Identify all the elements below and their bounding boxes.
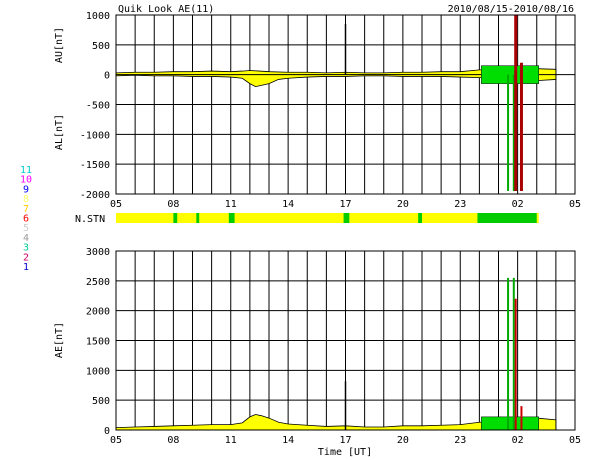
y-tick-label: -2000: [80, 190, 110, 201]
x-tick-label: 05: [569, 435, 581, 446]
station-count-strip: N.STN: [75, 213, 539, 225]
disturbance-green-area: [481, 416, 539, 431]
x-tick-label: 05: [569, 199, 581, 210]
y-tick-label: 0: [104, 426, 110, 437]
y-tick-label: 3000: [86, 247, 110, 258]
station-strip-base: [116, 213, 539, 223]
station-strip-label: N.STN: [75, 214, 105, 225]
station-strip-segment: [418, 213, 422, 223]
y-tick-label: 1000: [86, 11, 110, 22]
x-axis-label: Time [UT]: [318, 447, 372, 458]
y-tick-label: 500: [92, 41, 110, 52]
x-tick-label: 14: [282, 199, 294, 210]
legend-label: 6: [23, 214, 29, 225]
legend-label: 8: [23, 194, 29, 205]
legend-label: 11: [20, 165, 32, 176]
station-strip-segment: [343, 213, 350, 223]
y-axis-label-au: AU[nT]: [54, 27, 65, 63]
x-tick-label: 11: [225, 435, 237, 446]
y-tick-label: 1500: [86, 337, 110, 348]
x-tick-label: 05: [110, 199, 122, 210]
y-tick-label: 2000: [86, 307, 110, 318]
disturbance-green-area: [481, 65, 539, 84]
x-tick-label: 23: [454, 435, 466, 446]
legend-label: 1: [23, 262, 29, 273]
x-tick-label: 02: [512, 199, 524, 210]
legend-label: 4: [23, 233, 29, 244]
x-tick-label: 11: [225, 199, 237, 210]
legend-label: 7: [23, 204, 29, 215]
x-tick-label: 08: [167, 435, 179, 446]
y-tick-label: 2500: [86, 277, 110, 288]
x-tick-label: 20: [397, 435, 409, 446]
legend-label: 10: [20, 175, 32, 186]
x-tick-label: 20: [397, 199, 409, 210]
y-tick-label: 0: [104, 71, 110, 82]
x-tick-label: 14: [282, 435, 294, 446]
legend-label: 3: [23, 243, 29, 254]
y-tick-label: -500: [86, 101, 110, 112]
y-axis-label-ae: AE[nT]: [54, 322, 65, 358]
station-strip-segment: [477, 213, 537, 223]
x-tick-label: 17: [339, 199, 351, 210]
x-tick-label: 23: [454, 199, 466, 210]
x-tick-label: 02: [512, 435, 524, 446]
y-tick-label: -1500: [80, 160, 110, 171]
y-axis-label-al: AL[nT]: [54, 114, 65, 150]
station-strip-segment: [228, 213, 235, 223]
legend-label: 9: [23, 184, 29, 195]
panel-frame: [115, 250, 576, 431]
station-strip-segment: [196, 213, 200, 223]
legend-label: 2: [23, 252, 29, 263]
y-tick-label: -1000: [80, 130, 110, 141]
y-tick-label: 500: [92, 396, 110, 407]
y-tick-label: 1000: [86, 366, 110, 377]
chart-title: Quik Look AE(11): [118, 4, 214, 15]
station-strip-segment: [173, 213, 178, 223]
panel-frame: [115, 14, 576, 195]
legend-label: 5: [23, 223, 29, 234]
x-tick-label: 08: [167, 199, 179, 210]
x-tick-label: 17: [339, 435, 351, 446]
date-range: 2010/08/15-2010/08/16: [448, 4, 574, 15]
x-tick-label: 05: [110, 435, 122, 446]
